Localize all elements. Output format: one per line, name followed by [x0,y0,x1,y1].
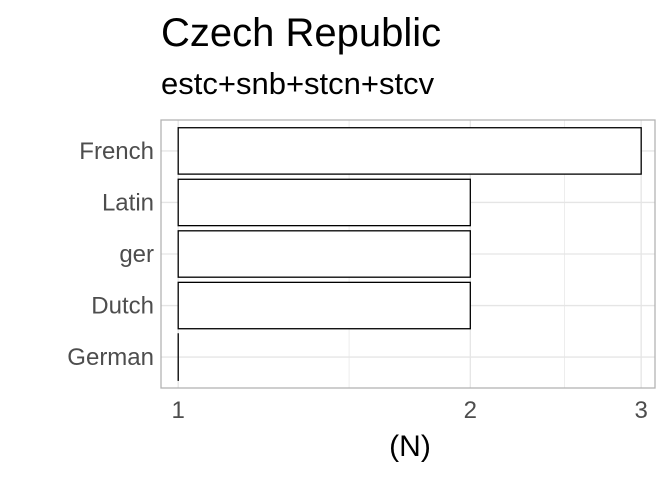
y-tick-ger: ger [119,241,154,268]
bar-french [177,127,642,175]
bar-dutch [177,281,471,330]
chart-title: Czech Republic [161,11,441,55]
y-tick-german: German [67,344,154,371]
x-tick-labels: 1 2 3 [172,397,648,424]
x-axis-label: (N) [389,430,431,463]
x-tick-2: 2 [464,397,477,424]
y-tick-labels: French Latin ger Dutch German [67,138,154,371]
bars [177,127,642,381]
y-tick-dutch: Dutch [91,293,154,320]
y-tick-latin: Latin [102,189,154,216]
bar-ger [177,230,471,278]
panel-border [160,119,656,389]
y-tick-french: French [79,138,154,165]
chart-subtitle: estc+snb+stcn+stcv [161,66,435,101]
bar-latin [177,178,471,227]
x-tick-1: 1 [172,397,185,424]
x-tick-3: 3 [635,397,648,424]
